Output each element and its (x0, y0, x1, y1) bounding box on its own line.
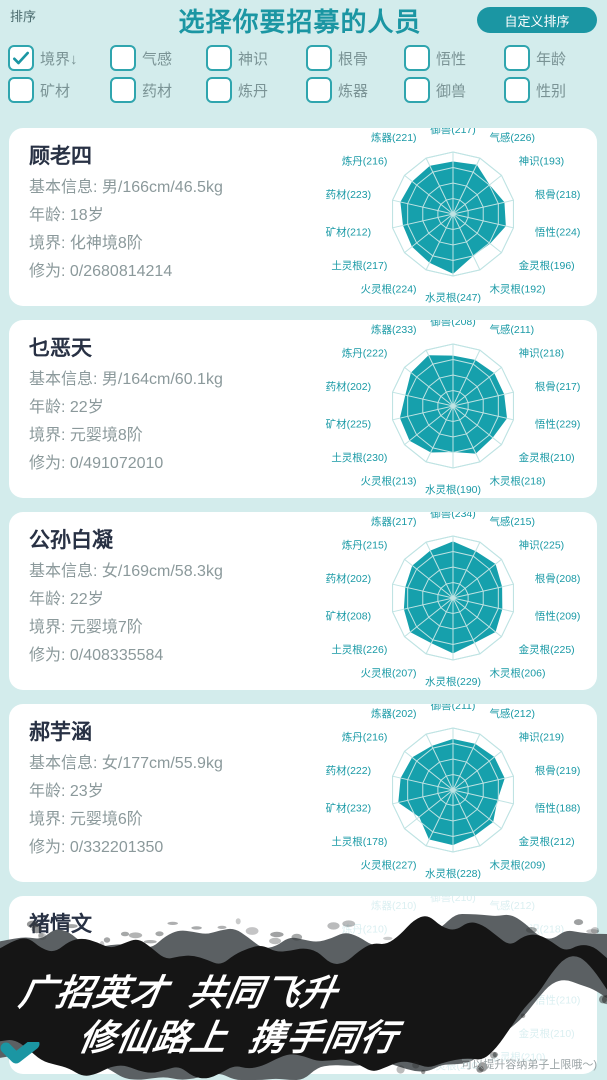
svg-text:土灵根(226): 土灵根(226) (331, 643, 387, 656)
svg-text:火灵根(207): 火灵根(207) (361, 666, 417, 679)
svg-text:御兽(210): 御兽(210) (430, 896, 476, 904)
svg-text:水灵根(190): 水灵根(190) (425, 483, 481, 496)
svg-text:药材(202): 药材(202) (326, 572, 372, 585)
svg-text:气感(212): 气感(212) (489, 707, 535, 720)
svg-text:炼丹(216): 炼丹(216) (342, 730, 388, 743)
svg-text:矿材(208): 矿材(208) (326, 609, 372, 622)
svg-text:水灵根(229): 水灵根(229) (425, 675, 481, 688)
svg-text:药材(222): 药材(222) (326, 764, 372, 777)
svg-text:悟性(229): 悟性(229) (535, 417, 581, 430)
svg-text:悟性(209): 悟性(209) (535, 609, 581, 622)
svg-text:炼丹(222): 炼丹(222) (342, 346, 388, 359)
svg-text:炼丹(215): 炼丹(215) (342, 538, 388, 551)
svg-text:气感(215): 气感(215) (489, 515, 535, 528)
svg-text:木灵根(218): 木灵根(218) (489, 474, 545, 487)
svg-text:御兽(211): 御兽(211) (431, 704, 476, 712)
svg-text:炼器(210): 炼器(210) (371, 899, 417, 912)
svg-text:金灵根(210): 金灵根(210) (519, 451, 575, 464)
svg-text:气感(212): 气感(212) (489, 899, 535, 912)
svg-text:神识(225): 神识(225) (519, 538, 565, 551)
svg-text:御兽(208): 御兽(208) (430, 320, 476, 328)
svg-text:根骨(217): 根骨(217) (535, 380, 581, 393)
svg-text:神识(218): 神识(218) (519, 346, 565, 359)
svg-text:金灵根(212): 金灵根(212) (519, 835, 575, 848)
svg-text:木灵根(192): 木灵根(192) (489, 282, 545, 295)
svg-text:悟性(224): 悟性(224) (535, 225, 581, 238)
svg-text:土灵根(230): 土灵根(230) (331, 451, 387, 464)
svg-text:御兽(234): 御兽(234) (430, 512, 476, 520)
svg-text:土灵根(217): 土灵根(217) (331, 259, 387, 272)
svg-text:气感(211): 气感(211) (489, 323, 534, 336)
svg-text:矿材(225): 矿材(225) (326, 417, 372, 430)
svg-text:气感(226): 气感(226) (489, 131, 535, 144)
svg-text:金灵根(196): 金灵根(196) (519, 259, 575, 272)
svg-text:炼器(202): 炼器(202) (371, 707, 417, 720)
svg-text:悟性(188): 悟性(188) (535, 801, 581, 814)
svg-text:矿材(212): 矿材(212) (326, 225, 372, 238)
svg-text:药材(202): 药材(202) (326, 380, 372, 393)
svg-text:神识(193): 神识(193) (519, 154, 565, 167)
svg-text:炼器(233): 炼器(233) (371, 323, 417, 336)
svg-text:炼器(217): 炼器(217) (371, 515, 417, 528)
svg-text:金灵根(225): 金灵根(225) (519, 643, 575, 656)
svg-text:御兽(217): 御兽(217) (430, 128, 476, 136)
svg-text:水灵根(228): 水灵根(228) (425, 867, 481, 880)
svg-text:炼器(221): 炼器(221) (371, 131, 417, 144)
svg-text:木灵根(209): 木灵根(209) (489, 858, 545, 871)
svg-text:火灵根(227): 火灵根(227) (361, 858, 417, 871)
svg-text:神识(219): 神识(219) (519, 730, 565, 743)
svg-text:炼丹(216): 炼丹(216) (342, 154, 388, 167)
svg-text:根骨(218): 根骨(218) (535, 188, 581, 201)
svg-text:根骨(208): 根骨(208) (535, 572, 581, 585)
svg-text:木灵根(206): 木灵根(206) (489, 666, 545, 679)
svg-text:根骨(219): 根骨(219) (535, 764, 581, 777)
svg-text:水灵根(247): 水灵根(247) (425, 291, 481, 304)
svg-text:火灵根(213): 火灵根(213) (361, 474, 417, 487)
svg-text:药材(223): 药材(223) (326, 188, 372, 201)
svg-text:火灵根(224): 火灵根(224) (361, 282, 417, 295)
svg-text:土灵根(178): 土灵根(178) (331, 835, 387, 848)
svg-text:矿材(232): 矿材(232) (326, 801, 372, 814)
